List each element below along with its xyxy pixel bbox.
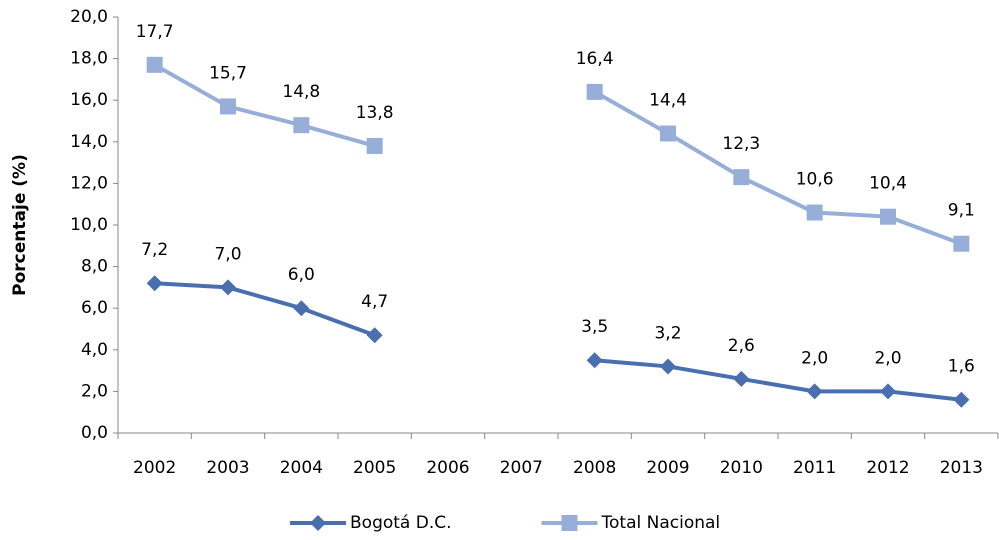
y-tick-label: 14,0 (70, 132, 108, 152)
x-tick-label: 2006 (426, 458, 469, 478)
data-label: 14,8 (282, 82, 320, 102)
data-point (806, 383, 823, 400)
data-point (953, 235, 970, 252)
y-tick-label: 20,0 (70, 7, 108, 27)
y-axis-label: Porcentaje (%) (10, 154, 30, 296)
y-tick-label: 6,0 (81, 298, 108, 318)
x-tick-label: 2008 (573, 458, 616, 478)
y-tick-label: 10,0 (70, 215, 108, 235)
data-label: 14,4 (649, 90, 687, 110)
data-label: 2,6 (728, 336, 755, 356)
data-label: 16,4 (576, 49, 614, 69)
data-point (806, 204, 823, 221)
data-point (146, 56, 163, 73)
data-label: 9,1 (948, 201, 975, 221)
x-tick-label: 2011 (793, 458, 836, 478)
legend-marker (561, 515, 578, 531)
legend-label: Total Nacional (601, 513, 721, 533)
x-tick-label: 2004 (280, 458, 323, 478)
data-label: 1,6 (948, 357, 975, 377)
data-point (293, 117, 310, 134)
y-tick-label: 18,0 (70, 49, 108, 69)
y-tick-label: 0,0 (81, 423, 108, 443)
x-tick-label: 2005 (353, 458, 396, 478)
data-label: 7,0 (214, 244, 241, 264)
data-point (953, 391, 970, 408)
x-tick-label: 2002 (133, 458, 176, 478)
legend-label: Bogotá D.C. (350, 513, 452, 533)
data-point (586, 352, 603, 369)
data-label: 17,7 (136, 22, 174, 42)
data-point (733, 370, 750, 387)
x-tick-label: 2013 (940, 458, 983, 478)
x-tick-label: 2007 (500, 458, 543, 478)
y-tick-label: 12,0 (70, 173, 108, 193)
data-point (220, 98, 236, 115)
data-point (880, 383, 896, 400)
data-point (586, 83, 603, 100)
data-label: 3,2 (654, 323, 681, 343)
data-point (660, 358, 676, 375)
data-point (220, 279, 236, 296)
data-label: 2,0 (801, 348, 828, 368)
y-tick-label: 8,0 (81, 257, 108, 277)
data-label: 10,4 (869, 174, 907, 194)
data-point (293, 300, 310, 317)
data-label: 6,0 (288, 265, 315, 285)
x-tick-label: 2009 (646, 458, 689, 478)
x-tick-label: 2010 (720, 458, 763, 478)
data-label: 10,6 (796, 170, 834, 190)
data-point (880, 208, 896, 225)
x-tick-label: 2003 (206, 458, 249, 478)
data-point (366, 137, 383, 154)
legend-marker (310, 515, 326, 531)
y-tick-label: 4,0 (81, 340, 108, 360)
y-tick-label: 16,0 (70, 90, 108, 110)
data-point (366, 327, 383, 344)
data-point (660, 125, 676, 142)
data-label: 12,3 (722, 134, 760, 154)
data-label: 2,0 (874, 348, 901, 368)
data-label: 3,5 (581, 317, 608, 337)
data-point (146, 275, 163, 292)
data-label: 13,8 (356, 103, 394, 123)
data-label: 4,7 (361, 292, 388, 312)
x-tick-label: 2012 (866, 458, 909, 478)
y-tick-label: 2,0 (81, 381, 108, 401)
data-label: 7,2 (141, 240, 168, 260)
series-line (153, 63, 963, 246)
data-label: 15,7 (209, 63, 247, 83)
data-point (733, 169, 750, 186)
series-line (154, 281, 962, 402)
